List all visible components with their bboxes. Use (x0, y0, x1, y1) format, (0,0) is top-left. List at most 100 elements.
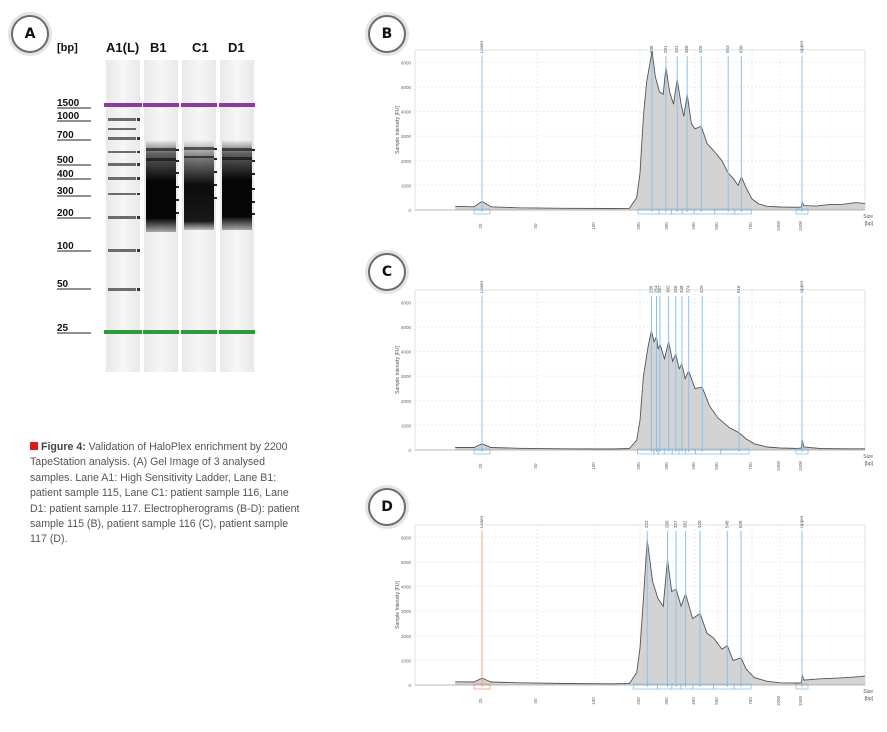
x-tick-label: 300 (664, 697, 669, 705)
peak-label: 630 (738, 45, 743, 53)
x-axis-label: Size (863, 689, 873, 695)
y-tick-label: 1000 (401, 423, 412, 428)
x-tick-label: 700 (748, 222, 753, 230)
smear-c1 (184, 140, 214, 230)
ladder-label-200: 200 (57, 208, 74, 219)
ladder-label-1000: 1000 (57, 111, 80, 122)
x-tick-label: 500 (714, 222, 719, 230)
x-tick-label: 400 (691, 462, 696, 470)
x-tick-label: 300 (664, 222, 669, 230)
smear-d1 (222, 140, 252, 230)
y-tick-label: 4000 (401, 585, 412, 590)
x-axis-unit: [bp] (865, 461, 874, 467)
electropherogram-b: 0 1000 2000 3000 4000 5000 6000 25 50 100 200 300 40… (395, 40, 874, 231)
lower-marker-bands (104, 330, 255, 334)
ladder-label-1500: 1500 (57, 98, 80, 109)
caption-text: Validation of HaloPlex enrichment by 220… (30, 441, 300, 546)
x-axis-label: Size (863, 214, 873, 220)
ladder-label-100: 100 (57, 241, 74, 252)
x-tick-label: 100 (591, 462, 596, 470)
peak-label: 291 (663, 45, 668, 53)
lane-label-d1: D1 (228, 40, 245, 55)
y-tick-label: 6000 (401, 300, 412, 305)
x-tick-label: 1500 (798, 695, 803, 706)
y-tick-label: 6000 (401, 60, 412, 65)
peak-label: 362 (683, 520, 688, 528)
lane-label-b1: B1 (150, 40, 167, 55)
x-tick-label: 300 (664, 462, 669, 470)
y-tick-label: 3000 (401, 134, 412, 139)
caption-marker-icon (30, 442, 38, 450)
lower-marker-region (473, 208, 491, 215)
x-tick-label: 1000 (776, 220, 781, 231)
peak-region (720, 448, 750, 455)
y-tick-label: 5000 (401, 85, 412, 90)
y-tick-label: 2000 (401, 159, 412, 164)
x-tick-label: 25 (478, 463, 483, 469)
peak-label: 254 (654, 285, 659, 293)
peak-label: 425 (698, 45, 703, 53)
bp-unit-label: [bp] (57, 42, 78, 54)
x-tick-label: 25 (478, 223, 483, 229)
ladder-label-300: 300 (57, 186, 74, 197)
figure-caption: Figure 4: Validation of HaloPlex enrichm… (30, 440, 305, 548)
panel-c-badge: C (368, 253, 406, 291)
upper-marker-label: Upper (799, 515, 804, 528)
panel-b-badge: B (368, 15, 406, 53)
lower-marker-label: Lower (479, 515, 484, 528)
lower-marker-label: Lower (479, 40, 484, 53)
peak-label: 429 (699, 285, 704, 293)
x-axis-unit: [bp] (865, 221, 874, 227)
y-tick-label: 2000 (401, 634, 412, 639)
electropherogram-d: 0 1000 2000 3000 4000 5000 6000 25 50 100 200 300 40… (395, 515, 874, 706)
y-tick-label: 5000 (401, 560, 412, 565)
y-tick-label: 6000 (401, 535, 412, 540)
ladder-label-25: 25 (57, 323, 69, 334)
x-tick-label: 1000 (776, 460, 781, 471)
x-tick-label: 50 (533, 698, 538, 704)
lane-label-a1: A1(L) (106, 40, 139, 55)
y-tick-label: 0 (408, 208, 411, 213)
figure-label: Figure 4: (41, 441, 86, 453)
trace-line (455, 539, 866, 685)
lower-marker-label: Lower (479, 280, 484, 293)
y-tick-label: 4000 (401, 350, 412, 355)
x-tick-label: 700 (748, 462, 753, 470)
ladder-label-700: 700 (57, 130, 74, 141)
y-axis-label: Sample Intensity [FU] (395, 345, 401, 393)
peak-label: 374 (686, 285, 691, 293)
lane-label-c1: C1 (192, 40, 209, 55)
lower-marker-region (473, 683, 491, 690)
y-tick-label: 3000 (401, 609, 412, 614)
y-tick-label: 3000 (401, 374, 412, 379)
trace-line (455, 51, 866, 209)
gel-image: [bp] A1(L) B1 C1 D1 1500 1000 700 500 40… (57, 40, 255, 372)
peak-label: 327 (673, 520, 678, 528)
x-tick-label: 1500 (798, 220, 803, 231)
x-tick-label: 25 (478, 698, 483, 704)
electropherogram-c: 0 1000 2000 3000 4000 5000 6000 25 50 100 200 300 40… (395, 280, 874, 471)
peak-label: 548 (724, 520, 729, 528)
y-tick-label: 0 (408, 448, 411, 453)
peak-label: 348 (679, 285, 684, 293)
peak-label: 553 (725, 45, 730, 53)
y-tick-label: 4000 (401, 110, 412, 115)
x-tick-label: 700 (748, 697, 753, 705)
upper-marker-region (795, 683, 809, 690)
x-tick-label: 200 (636, 462, 641, 470)
y-tick-label: 2000 (401, 399, 412, 404)
peak-label: 368 (684, 45, 689, 53)
ladder-label-500: 500 (57, 155, 74, 166)
x-axis-unit: [bp] (865, 696, 874, 702)
x-tick-label: 500 (714, 462, 719, 470)
y-tick-label: 1000 (401, 183, 412, 188)
peak-label: 302 (666, 285, 671, 293)
x-tick-label: 1000 (776, 695, 781, 706)
peak-label: 298 (665, 520, 670, 528)
upper-marker-label: Upper (799, 280, 804, 293)
x-tick-label: 50 (533, 463, 538, 469)
x-tick-label: 400 (691, 697, 696, 705)
ladder-bands (108, 118, 136, 291)
y-tick-label: 1000 (401, 658, 412, 663)
y-axis-label: Sample Intensity [FU] (395, 580, 401, 628)
